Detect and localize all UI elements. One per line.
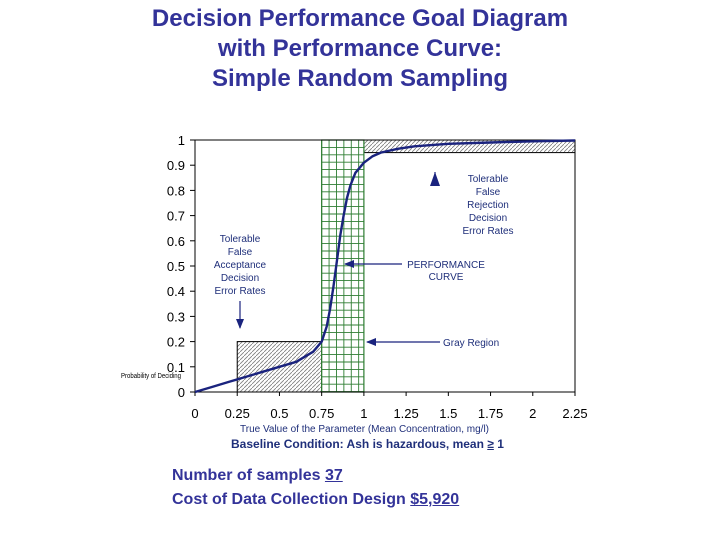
x-tick-label: 2 [529,406,536,421]
y-tick-label: 0.9 [167,158,185,173]
title-line-2: with Performance Curve: [217,35,503,62]
x-tick-label: 0.75 [309,406,334,421]
baseline-suffix: 1 [493,437,504,451]
false-rejection-annotation-line: False [476,187,501,198]
x-tick-label: 2.25 [562,406,587,421]
annotations-layer: Tolerable False Acceptance Decision Error Ra… [214,172,514,349]
y-tick-label: 0.7 [167,209,185,224]
x-tick-label: 0.5 [270,406,288,421]
slide-title: Decision Performance Goal Diagram with P… [0,4,720,94]
false-rejection-annotation-line: Rejection [467,200,509,211]
x-tick-label: 1.25 [393,406,418,421]
title-line-1: Decision Performance Goal Diagram [151,5,569,32]
samples-label: Number of samples [172,467,321,484]
gray-region [321,139,365,393]
stray-axis-label: Probability of Deciding [121,373,181,380]
cost-value: $5,920 [410,491,460,508]
y-tick-label: 1 [178,133,185,148]
cost-label: Cost of Data Collection Design [172,491,406,508]
cost-line: Cost of Data Collection Design $5,920 [172,490,459,510]
performance-curve [194,139,576,394]
title-line-3: Simple Random Sampling [211,65,509,92]
baseline-condition-label: Baseline Condition: Ash is hazardous, me… [231,437,504,451]
y-tick-label: 0.5 [167,259,185,274]
gray-region-annotation: Gray Region [443,338,499,349]
false-rejection-annotation: Tolerable False Rejection Decision Error Rat… [462,174,513,237]
baseline-prefix: Baseline Condition: Ash is hazardous, me… [231,437,488,451]
y-tick-label: 0.2 [167,335,185,350]
axes-layer: 0 0.1 0.2 0.3 0.4 0.5 0.6 0.7 0.8 0.9 1 0 0.25 0.5 0.7… [121,133,588,421]
x-tick-label: 1.5 [439,406,457,421]
y-tick-label: 0.6 [167,234,185,249]
y-tick-label: 0.1 [167,360,185,375]
x-tick-label: 1 [360,406,367,421]
baseline-symbol: ≥ [487,437,494,451]
false-acceptance-annotation-line: Error Rates [214,286,265,297]
y-tick-label: 0 [178,385,185,400]
x-tick-label: 0.25 [225,406,250,421]
y-tick-label: 0.4 [167,284,185,299]
false-acceptance-annotation-line: Decision [221,273,259,284]
curve-layer [194,139,576,394]
performance-curve-annotation-line: PERFORMANCE [407,260,485,271]
x-axis-label: True Value of the Parameter (Mean Concen… [240,424,490,435]
false-acceptance-annotation-line: Acceptance [214,260,267,271]
performance-curve-annotation-line: CURVE [429,272,464,283]
false-rejection-annotation-line: Tolerable [468,174,509,185]
y-tick-label: 0.3 [167,309,185,324]
y-tick-label: 0.8 [167,183,185,198]
false-acceptance-annotation: Tolerable False Acceptance Decision Error Ra… [214,234,267,297]
x-tick-label: 1.75 [478,406,503,421]
false-rejection-annotation-line: Error Rates [462,226,513,237]
regions-layer [236,139,576,393]
false-rejection-arrow-head [430,172,440,186]
samples-line: Number of samples 37 [172,466,343,486]
samples-value: 37 [324,467,343,484]
x-tick-label: 0 [191,406,198,421]
false-rejection-annotation-line: Decision [469,213,507,224]
false-acceptance-annotation-line: False [228,247,253,258]
false-acceptance-annotation-line: Tolerable [220,234,261,245]
